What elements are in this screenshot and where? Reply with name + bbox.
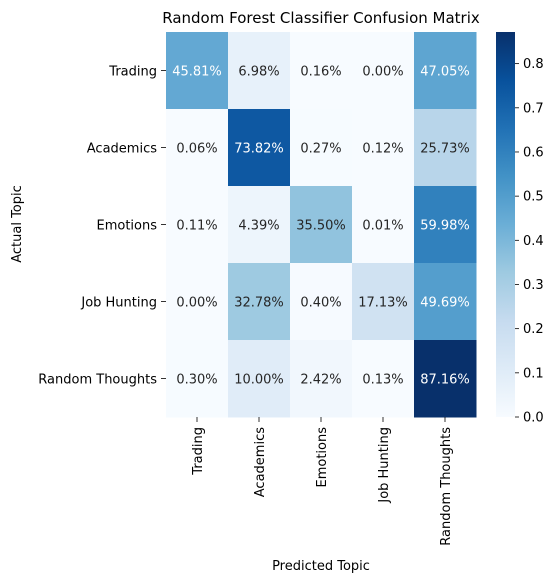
heatmap-cell — [414, 340, 477, 418]
colorbar-tick-label: 0.6 — [523, 145, 544, 160]
heatmap-cell — [352, 32, 415, 110]
heatmap-cell — [228, 32, 291, 110]
cell-annotation: 49.69% — [420, 296, 470, 311]
y-axis-ticks: Trading Academics Emotions Job Hunting Rando… — [38, 65, 166, 388]
heatmap-cell — [228, 109, 291, 187]
cell-annotation: 0.11% — [176, 219, 217, 234]
heatmap-cell — [290, 340, 353, 418]
heatmap-cell — [290, 263, 353, 341]
cell-annotation: 2.42% — [300, 373, 341, 388]
colorbar-tick-label: 0.5 — [523, 190, 544, 205]
colorbar-tick-label: 0.4 — [523, 234, 544, 249]
x-tick-label: Academics — [253, 427, 268, 497]
colorbar-tick-label: 0.1 — [523, 366, 544, 381]
y-axis-label: Actual Topic — [10, 185, 25, 263]
cell-annotation: 17.13% — [358, 296, 408, 311]
x-tick-label: Random Thoughts — [439, 427, 454, 546]
heatmap-cell — [228, 340, 291, 418]
cell-annotation: 0.00% — [362, 65, 403, 80]
heatmap-cell — [290, 109, 353, 187]
heatmap-cell — [166, 263, 229, 341]
cell-annotation: 0.40% — [300, 296, 341, 311]
y-tick-label: Emotions — [96, 219, 157, 234]
chart-title: Random Forest Classifier Confusion Matri… — [162, 9, 480, 27]
x-tick-label: Trading — [191, 427, 206, 476]
cell-annotation: 4.39% — [238, 219, 279, 234]
cell-annotation: 6.98% — [238, 65, 279, 80]
y-tick-label: Random Thoughts — [38, 373, 157, 388]
heatmap-cell — [166, 32, 229, 110]
cell-annotation: 32.78% — [234, 296, 284, 311]
cell-annotation: 45.81% — [172, 65, 222, 80]
colorbar-tick-label: 0.8 — [523, 57, 544, 72]
cell-annotation: 73.82% — [234, 142, 284, 157]
cell-annotation: 0.00% — [176, 296, 217, 311]
cell-annotation: 0.13% — [362, 373, 403, 388]
cell-annotation: 10.00% — [234, 373, 284, 388]
heatmap-cell — [352, 340, 415, 418]
colorbar-tick-label: 0.3 — [523, 278, 544, 293]
cell-annotation: 59.98% — [420, 219, 470, 234]
x-tick-label: Job Hunting — [377, 427, 392, 504]
colorbar — [496, 32, 515, 417]
cell-annotation: 0.01% — [362, 219, 403, 234]
colorbar-tick-label: 0.0 — [523, 411, 544, 426]
cell-annotation: 0.06% — [176, 142, 217, 157]
heatmap-cell — [414, 186, 477, 264]
colorbar-tick-label: 0.2 — [523, 322, 544, 337]
heatmap-cell — [228, 263, 291, 341]
heatmap-cell — [414, 109, 477, 187]
heatmap-cells: 45.81% 6.98% 0.16% 0.00% 47.05% 0.06% 73.82% 0.… — [166, 32, 477, 418]
heatmap-cell — [352, 109, 415, 187]
heatmap-cell — [228, 186, 291, 264]
heatmap-cell — [290, 32, 353, 110]
heatmap-cell — [290, 186, 353, 264]
x-axis-ticks: Trading Academics Emotions Job Hunting Rando… — [191, 417, 454, 546]
heatmap-cell — [352, 186, 415, 264]
heatmap-cell — [166, 340, 229, 418]
heatmap-cell — [414, 263, 477, 341]
cell-annotation: 0.12% — [362, 142, 403, 157]
cell-annotation: 0.30% — [176, 373, 217, 388]
y-tick-label: Academics — [87, 142, 157, 157]
cell-annotation: 87.16% — [420, 373, 470, 388]
cell-annotation: 47.05% — [420, 65, 470, 80]
y-tick-label: Trading — [108, 65, 157, 80]
x-tick-label: Emotions — [315, 427, 330, 488]
heatmap-cell — [166, 186, 229, 264]
cell-annotation: 0.16% — [300, 65, 341, 80]
colorbar-tick-label: 0.7 — [523, 101, 544, 116]
cell-annotation: 25.73% — [420, 142, 470, 157]
cell-annotation: 0.27% — [300, 142, 341, 157]
heatmap-cell — [166, 109, 229, 187]
x-axis-label: Predicted Topic — [272, 559, 370, 574]
heatmap-cell — [414, 32, 477, 110]
y-tick-label: Job Hunting — [80, 296, 157, 311]
cell-annotation: 35.50% — [296, 219, 346, 234]
heatmap-cell — [352, 263, 415, 341]
colorbar-ticks: 0.0 0.1 0.2 0.3 0.4 0.5 0.6 0.7 0.8 — [515, 57, 544, 426]
